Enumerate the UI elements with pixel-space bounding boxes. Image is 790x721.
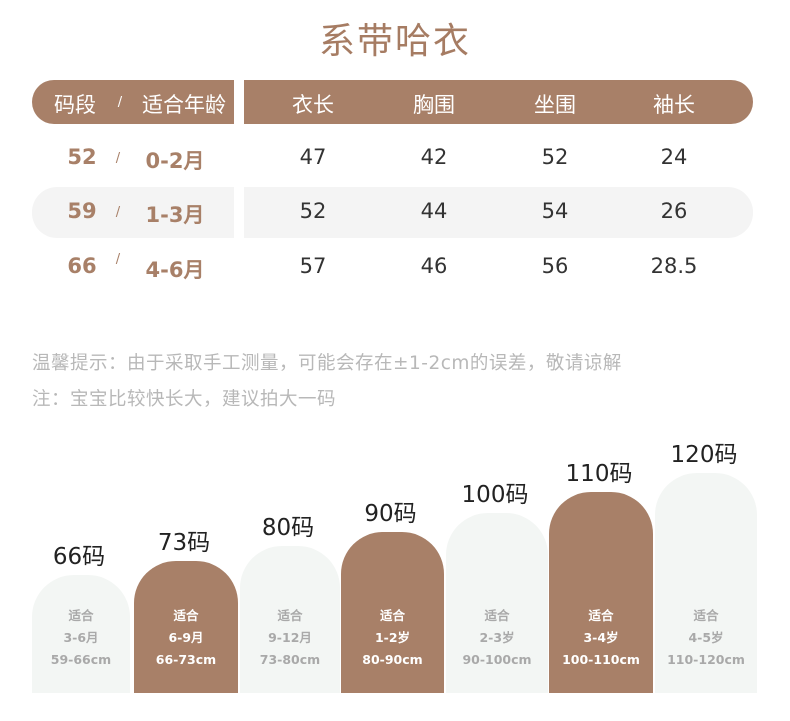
height-range: 73-80cm (259, 652, 321, 667)
row-value: 56 (541, 254, 569, 278)
header-col: 坐围 (534, 93, 576, 117)
size-info: 适合 1-2岁 80-90cm (341, 605, 444, 671)
row-value: 46 (420, 254, 448, 278)
size-bar: 适合 1-2岁 80-90cm (341, 532, 444, 693)
row-slash: / (115, 252, 121, 267)
fit-label: 适合 (277, 608, 303, 623)
row-value: 26 (660, 199, 688, 223)
row-age: 4-6月 (145, 258, 205, 282)
table-header-left (32, 80, 234, 124)
row-value: 24 (660, 145, 688, 169)
row-band (32, 187, 234, 238)
size-label: 110码 (565, 461, 633, 487)
age-range: 9-12月 (268, 630, 312, 645)
size-bar: 适合 6-9月 66-73cm (134, 561, 238, 693)
size-info: 适合 6-9月 66-73cm (134, 605, 238, 671)
age-range: 3-4岁 (583, 630, 619, 645)
header-age: 适合年龄 (142, 93, 226, 117)
height-range: 80-90cm (362, 652, 423, 667)
row-value: 28.5 (650, 254, 698, 278)
size-bar: 适合 4-5岁 110-120cm (655, 473, 757, 693)
height-range: 59-66cm (50, 652, 112, 667)
size-info: 适合 9-12月 73-80cm (240, 605, 340, 671)
page-title: 系带哈衣 (318, 21, 471, 62)
row-value: 52 (541, 145, 569, 169)
size-info: 适合 3-6月 59-66cm (32, 605, 130, 671)
age-range: 3-6月 (63, 630, 99, 645)
age-range: 6-9月 (168, 630, 204, 645)
row-slash: / (115, 205, 121, 220)
row-age: 0-2月 (145, 149, 205, 173)
size-info: 适合 2-3岁 90-100cm (446, 605, 548, 671)
size-bar: 适合 9-12月 73-80cm (240, 546, 340, 693)
age-range: 1-2岁 (374, 630, 411, 645)
row-value: 47 (299, 145, 327, 169)
note-line: 温馨提示：由于采取手工测量，可能会存在±1-2cm的误差，敬请谅解 (32, 353, 622, 374)
size-label: 100码 (461, 482, 529, 508)
size-label: 73码 (157, 530, 211, 556)
row-size: 66 (67, 254, 97, 278)
fit-label: 适合 (588, 608, 614, 623)
size-label: 90码 (364, 501, 417, 527)
row-value: 52 (299, 199, 327, 223)
header-slash: / (117, 95, 123, 110)
table-header-right (244, 80, 753, 124)
height-range: 66-73cm (155, 652, 217, 667)
header-col: 袖长 (653, 93, 695, 117)
note-line: 注：宝宝比较快长大，建议拍大一码 (32, 389, 337, 410)
size-label: 66码 (52, 544, 106, 570)
age-range: 2-3岁 (479, 630, 515, 645)
row-value: 54 (541, 199, 569, 223)
fit-label: 适合 (484, 608, 510, 623)
age-range: 4-5岁 (688, 630, 724, 645)
row-value: 57 (299, 254, 327, 278)
size-bar: 适合 2-3岁 90-100cm (446, 513, 548, 693)
size-info: 适合 4-5岁 110-120cm (655, 605, 757, 671)
header-col: 衣长 (292, 93, 334, 117)
height-range: 110-120cm (667, 652, 745, 667)
row-size: 59 (67, 199, 97, 223)
fit-label: 适合 (173, 608, 199, 623)
row-value: 44 (420, 199, 448, 223)
height-range: 100-110cm (562, 652, 640, 667)
header-col: 胸围 (413, 93, 455, 117)
fit-label: 适合 (379, 608, 405, 623)
size-info: 适合 3-4岁 100-110cm (549, 605, 653, 671)
row-slash: / (115, 151, 121, 166)
row-age: 1-3月 (145, 203, 205, 227)
size-bar: 适合 3-4岁 100-110cm (549, 492, 653, 693)
header-size: 码段 (54, 93, 96, 117)
row-band (244, 187, 753, 238)
row-size: 52 (67, 145, 97, 169)
size-bar: 适合 3-6月 59-66cm (32, 575, 130, 693)
height-range: 90-100cm (462, 652, 532, 667)
row-value: 42 (420, 145, 448, 169)
fit-label: 适合 (68, 608, 94, 623)
size-label: 120码 (670, 442, 738, 468)
fit-label: 适合 (693, 608, 719, 623)
size-label: 80码 (261, 515, 315, 541)
